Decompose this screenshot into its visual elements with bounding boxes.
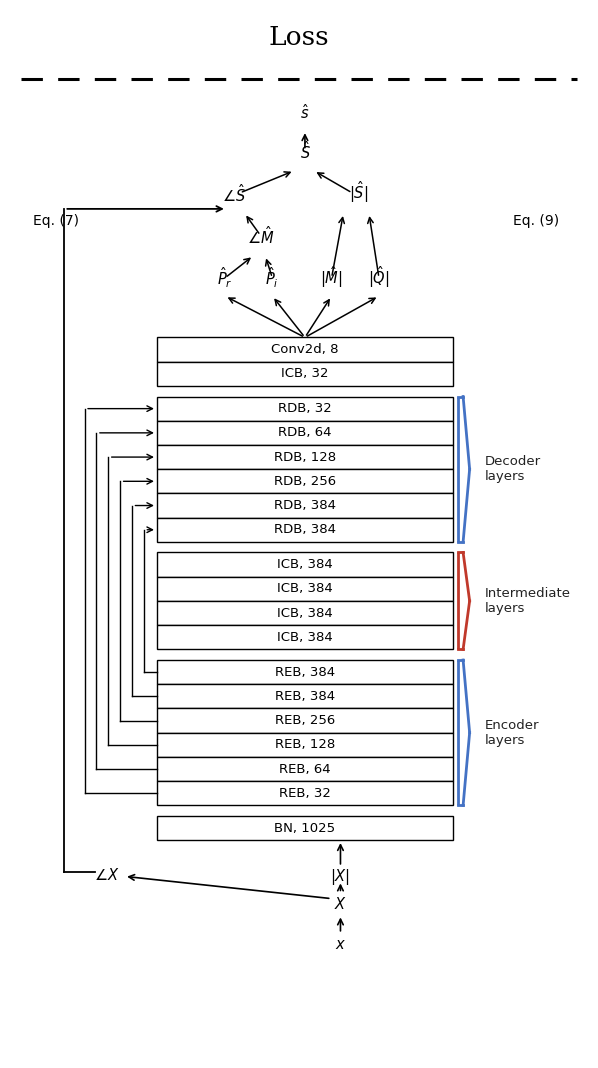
Text: $x$: $x$ xyxy=(335,937,346,952)
Text: $\hat{P}_r$: $\hat{P}_r$ xyxy=(217,265,233,289)
Text: RDB, 32: RDB, 32 xyxy=(278,403,332,415)
Text: $|\hat{Q}|$: $|\hat{Q}|$ xyxy=(368,264,390,289)
FancyBboxPatch shape xyxy=(157,493,453,518)
FancyBboxPatch shape xyxy=(157,445,453,469)
Text: Conv2d, 8: Conv2d, 8 xyxy=(271,343,338,356)
Text: $|X|$: $|X|$ xyxy=(331,867,350,886)
Text: REB, 32: REB, 32 xyxy=(279,787,331,800)
Text: $\hat{S}$: $\hat{S}$ xyxy=(300,140,310,162)
FancyBboxPatch shape xyxy=(157,757,453,781)
Text: REB, 384: REB, 384 xyxy=(275,690,335,703)
FancyBboxPatch shape xyxy=(157,816,453,841)
FancyBboxPatch shape xyxy=(157,552,453,577)
FancyBboxPatch shape xyxy=(157,685,453,708)
Text: REB, 64: REB, 64 xyxy=(279,763,331,775)
Text: RDB, 256: RDB, 256 xyxy=(274,475,336,488)
Text: Intermediate
layers: Intermediate layers xyxy=(484,587,570,615)
FancyBboxPatch shape xyxy=(157,660,453,685)
FancyBboxPatch shape xyxy=(157,469,453,493)
Text: ICB, 384: ICB, 384 xyxy=(277,631,333,644)
Text: $\angle\hat{S}$: $\angle\hat{S}$ xyxy=(222,183,246,205)
Text: BN, 1025: BN, 1025 xyxy=(274,821,335,834)
Text: ICB, 32: ICB, 32 xyxy=(281,367,329,380)
Text: $\angle\hat{M}$: $\angle\hat{M}$ xyxy=(247,225,274,247)
FancyBboxPatch shape xyxy=(157,396,453,421)
Text: RDB, 64: RDB, 64 xyxy=(278,426,332,439)
Text: REB, 256: REB, 256 xyxy=(275,714,335,727)
Text: $|\hat{M}|$: $|\hat{M}|$ xyxy=(321,264,343,289)
FancyBboxPatch shape xyxy=(157,337,453,362)
Text: Eq. (7): Eq. (7) xyxy=(33,214,79,227)
Text: REB, 128: REB, 128 xyxy=(275,738,335,751)
Text: $\hat{P}_i$: $\hat{P}_i$ xyxy=(266,265,279,289)
Text: $\hat{s}$: $\hat{s}$ xyxy=(300,103,310,122)
FancyBboxPatch shape xyxy=(157,577,453,601)
Text: Decoder
layers: Decoder layers xyxy=(484,455,541,483)
FancyBboxPatch shape xyxy=(157,625,453,649)
Text: $\angle X$: $\angle X$ xyxy=(94,867,119,883)
FancyBboxPatch shape xyxy=(157,421,453,445)
Text: RDB, 128: RDB, 128 xyxy=(274,451,336,464)
Text: Eq. (9): Eq. (9) xyxy=(513,214,559,227)
Text: $X$: $X$ xyxy=(334,896,347,912)
Text: REB, 384: REB, 384 xyxy=(275,665,335,678)
FancyBboxPatch shape xyxy=(157,362,453,386)
Text: Loss: Loss xyxy=(269,25,329,49)
Text: ICB, 384: ICB, 384 xyxy=(277,559,333,571)
Text: RDB, 384: RDB, 384 xyxy=(274,523,336,536)
Text: ICB, 384: ICB, 384 xyxy=(277,582,333,595)
FancyBboxPatch shape xyxy=(157,781,453,805)
FancyBboxPatch shape xyxy=(157,733,453,757)
Text: RDB, 384: RDB, 384 xyxy=(274,499,336,512)
Text: ICB, 384: ICB, 384 xyxy=(277,607,333,619)
FancyBboxPatch shape xyxy=(157,518,453,541)
Text: $|\hat{S}|$: $|\hat{S}|$ xyxy=(349,178,368,205)
Text: Encoder
layers: Encoder layers xyxy=(484,719,539,747)
FancyBboxPatch shape xyxy=(157,708,453,733)
FancyBboxPatch shape xyxy=(157,601,453,625)
